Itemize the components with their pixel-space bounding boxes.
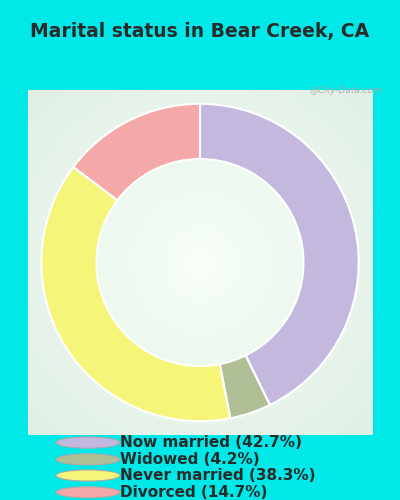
Text: Divorced (14.7%): Divorced (14.7%) (120, 485, 267, 500)
Circle shape (56, 437, 120, 448)
Wedge shape (200, 104, 359, 405)
Circle shape (56, 454, 120, 465)
Text: @City-Data.com: @City-Data.com (309, 86, 382, 95)
Text: Widowed (4.2%): Widowed (4.2%) (120, 452, 260, 467)
Text: Marital status in Bear Creek, CA: Marital status in Bear Creek, CA (30, 22, 370, 42)
Circle shape (56, 486, 120, 498)
Wedge shape (220, 356, 270, 418)
Circle shape (56, 470, 120, 481)
Wedge shape (73, 104, 200, 200)
Text: Now married (42.7%): Now married (42.7%) (120, 435, 302, 450)
Text: Never married (38.3%): Never married (38.3%) (120, 468, 316, 483)
Wedge shape (41, 167, 230, 421)
